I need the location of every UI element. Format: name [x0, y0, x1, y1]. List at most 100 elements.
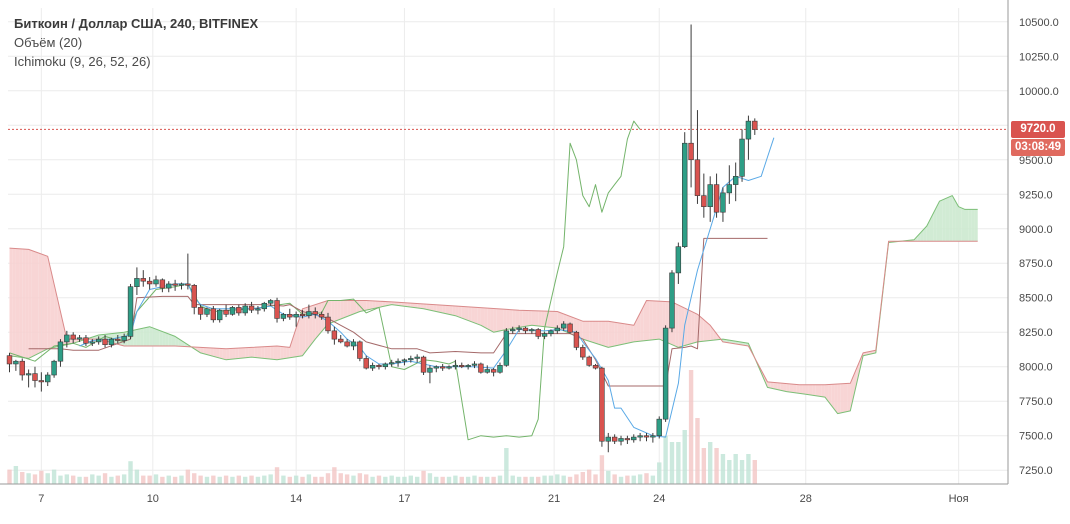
cloud-segment [809, 385, 812, 396]
candle-up [154, 280, 159, 284]
cloud-segment [373, 301, 376, 309]
cloud-segment [803, 385, 806, 395]
volume-bar [186, 470, 190, 484]
cloud-segment [350, 300, 353, 315]
candle-up [529, 329, 534, 330]
volume-bar [644, 473, 648, 484]
candle-up [682, 143, 687, 246]
volume-bar [26, 473, 30, 484]
cloud-segment [134, 329, 137, 346]
volume-bar [740, 460, 744, 484]
candle-down [160, 280, 165, 288]
y-tick-label: 10000.0 [1019, 86, 1059, 98]
volume-bar [275, 467, 279, 484]
cloud-segment [522, 310, 525, 327]
volume-bar [523, 477, 527, 484]
candle-down [491, 369, 496, 372]
candle-down [523, 328, 528, 331]
cloud-segment [780, 383, 783, 391]
ichimoku-indicator-label[interactable]: Ichimoku (9, 26, 52, 26) [14, 52, 258, 71]
volume-bar [632, 476, 636, 484]
volume-bar [96, 476, 100, 484]
y-tick-label: 7250.0 [1019, 465, 1053, 477]
volume-bar [14, 466, 18, 484]
volume-bar [84, 477, 88, 484]
cloud-segment [248, 347, 251, 357]
candle-up [268, 300, 273, 303]
volume-bar [160, 477, 164, 484]
candle-up [434, 367, 439, 368]
volume-bar [549, 476, 553, 484]
candle-down [173, 284, 178, 285]
cloud-segment [952, 196, 955, 242]
volume-bar [517, 477, 521, 484]
candle-up [205, 309, 210, 315]
volume-bar [683, 430, 687, 484]
cloud-segment [940, 200, 943, 241]
cloud-segment [19, 249, 22, 358]
candle-up [549, 331, 554, 334]
candle-down [313, 312, 318, 315]
cloud-segment [159, 330, 162, 346]
volume-bar [90, 474, 94, 484]
volume-bar [606, 471, 610, 484]
volume-bar [491, 477, 495, 484]
volume-bar [211, 476, 215, 484]
cloud-segment [975, 209, 978, 241]
candle-up [52, 361, 57, 375]
candle-down [364, 358, 369, 368]
cloud-segment [691, 311, 694, 344]
candle-up [217, 310, 222, 320]
cloud-segment [583, 321, 586, 340]
candle-down [33, 374, 38, 381]
cloud-segment [217, 348, 220, 358]
candle-up [517, 328, 522, 329]
cloud-segment [793, 384, 796, 393]
volume-bar [300, 477, 304, 484]
candle-up [383, 364, 388, 367]
candle-down [625, 438, 630, 439]
candle-up [109, 339, 114, 345]
volume-bar [581, 472, 585, 484]
cloud-segment [611, 322, 614, 347]
cloud-segment [650, 301, 653, 340]
cloud-segment [459, 306, 462, 318]
volume-bar [249, 476, 253, 484]
volume-bar [364, 474, 368, 484]
volume-indicator-label[interactable]: Объём (20) [14, 33, 258, 52]
candle-up [281, 314, 286, 318]
bar-countdown-badge: 03:08:49 [1011, 139, 1065, 156]
cloud-segment [267, 346, 270, 359]
volume-bar [753, 460, 757, 484]
candle-up [122, 336, 127, 340]
candle-up [77, 338, 82, 339]
x-tick-label: 17 [398, 493, 410, 505]
cloud-segment [503, 309, 506, 330]
volume-bar [268, 474, 272, 484]
volume-bar [135, 470, 139, 484]
cloud-segment [959, 207, 962, 241]
candle-up [26, 374, 31, 375]
volume-bar [116, 476, 120, 484]
candles [7, 25, 757, 453]
candle-down [478, 364, 483, 372]
cloud-segment [513, 310, 516, 329]
cloud-segment [487, 308, 490, 330]
cloud-segment [22, 249, 25, 358]
candle-up [166, 284, 171, 288]
candle-down [580, 347, 585, 357]
candle-up [733, 176, 738, 184]
cloud-segment [369, 301, 372, 310]
volume-bar [702, 448, 706, 484]
candle-up [663, 328, 668, 419]
volume-bar [294, 476, 298, 484]
cloud-segment [659, 301, 662, 340]
y-tick-label: 9000.0 [1019, 224, 1053, 236]
cloud-segment [834, 384, 837, 414]
volume-bar [409, 476, 413, 484]
candle-up [727, 185, 732, 193]
cloud-segment [229, 348, 232, 359]
candle-down [593, 365, 598, 368]
